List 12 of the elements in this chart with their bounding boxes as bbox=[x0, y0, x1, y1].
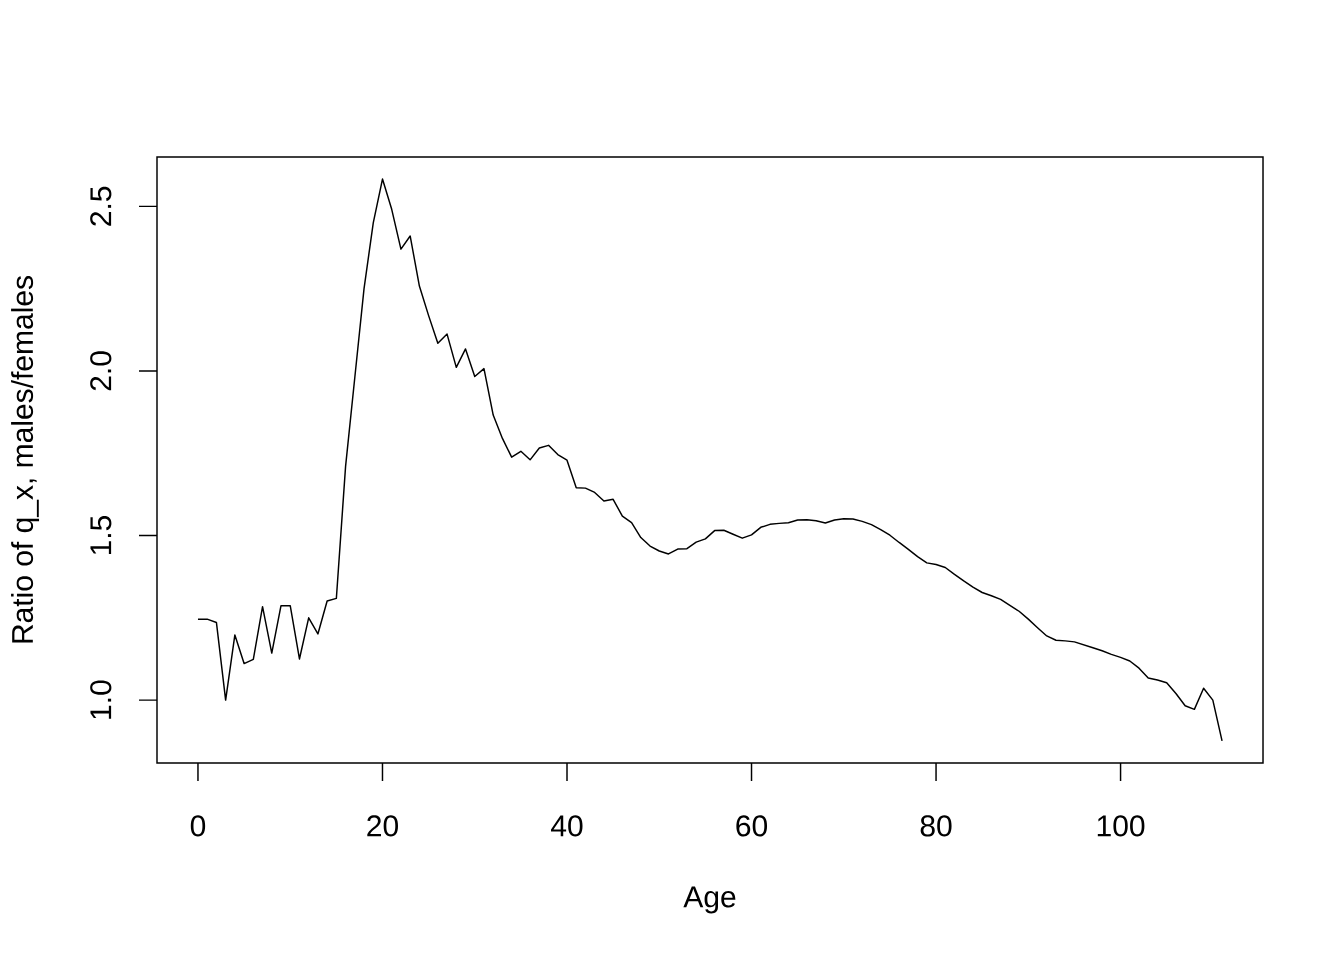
y-axis-title: Ratio of q_x, males/females bbox=[11, 276, 40, 643]
y-tick-label: 1.0 bbox=[90, 680, 112, 719]
x-axis-title: Age bbox=[683, 886, 736, 914]
y-tick-label: 2.0 bbox=[90, 351, 112, 391]
x-tick-label: 20 bbox=[367, 815, 398, 837]
y-tick-label: 1.5 bbox=[90, 515, 112, 555]
x-tick-label: 80 bbox=[920, 815, 952, 837]
y-tick-label: 2.5 bbox=[90, 186, 112, 226]
x-tick-label: 60 bbox=[736, 815, 768, 837]
x-tick-label: 0 bbox=[190, 815, 206, 837]
x-tick-label: 40 bbox=[551, 815, 583, 837]
x-tick-label: 100 bbox=[1097, 815, 1145, 837]
